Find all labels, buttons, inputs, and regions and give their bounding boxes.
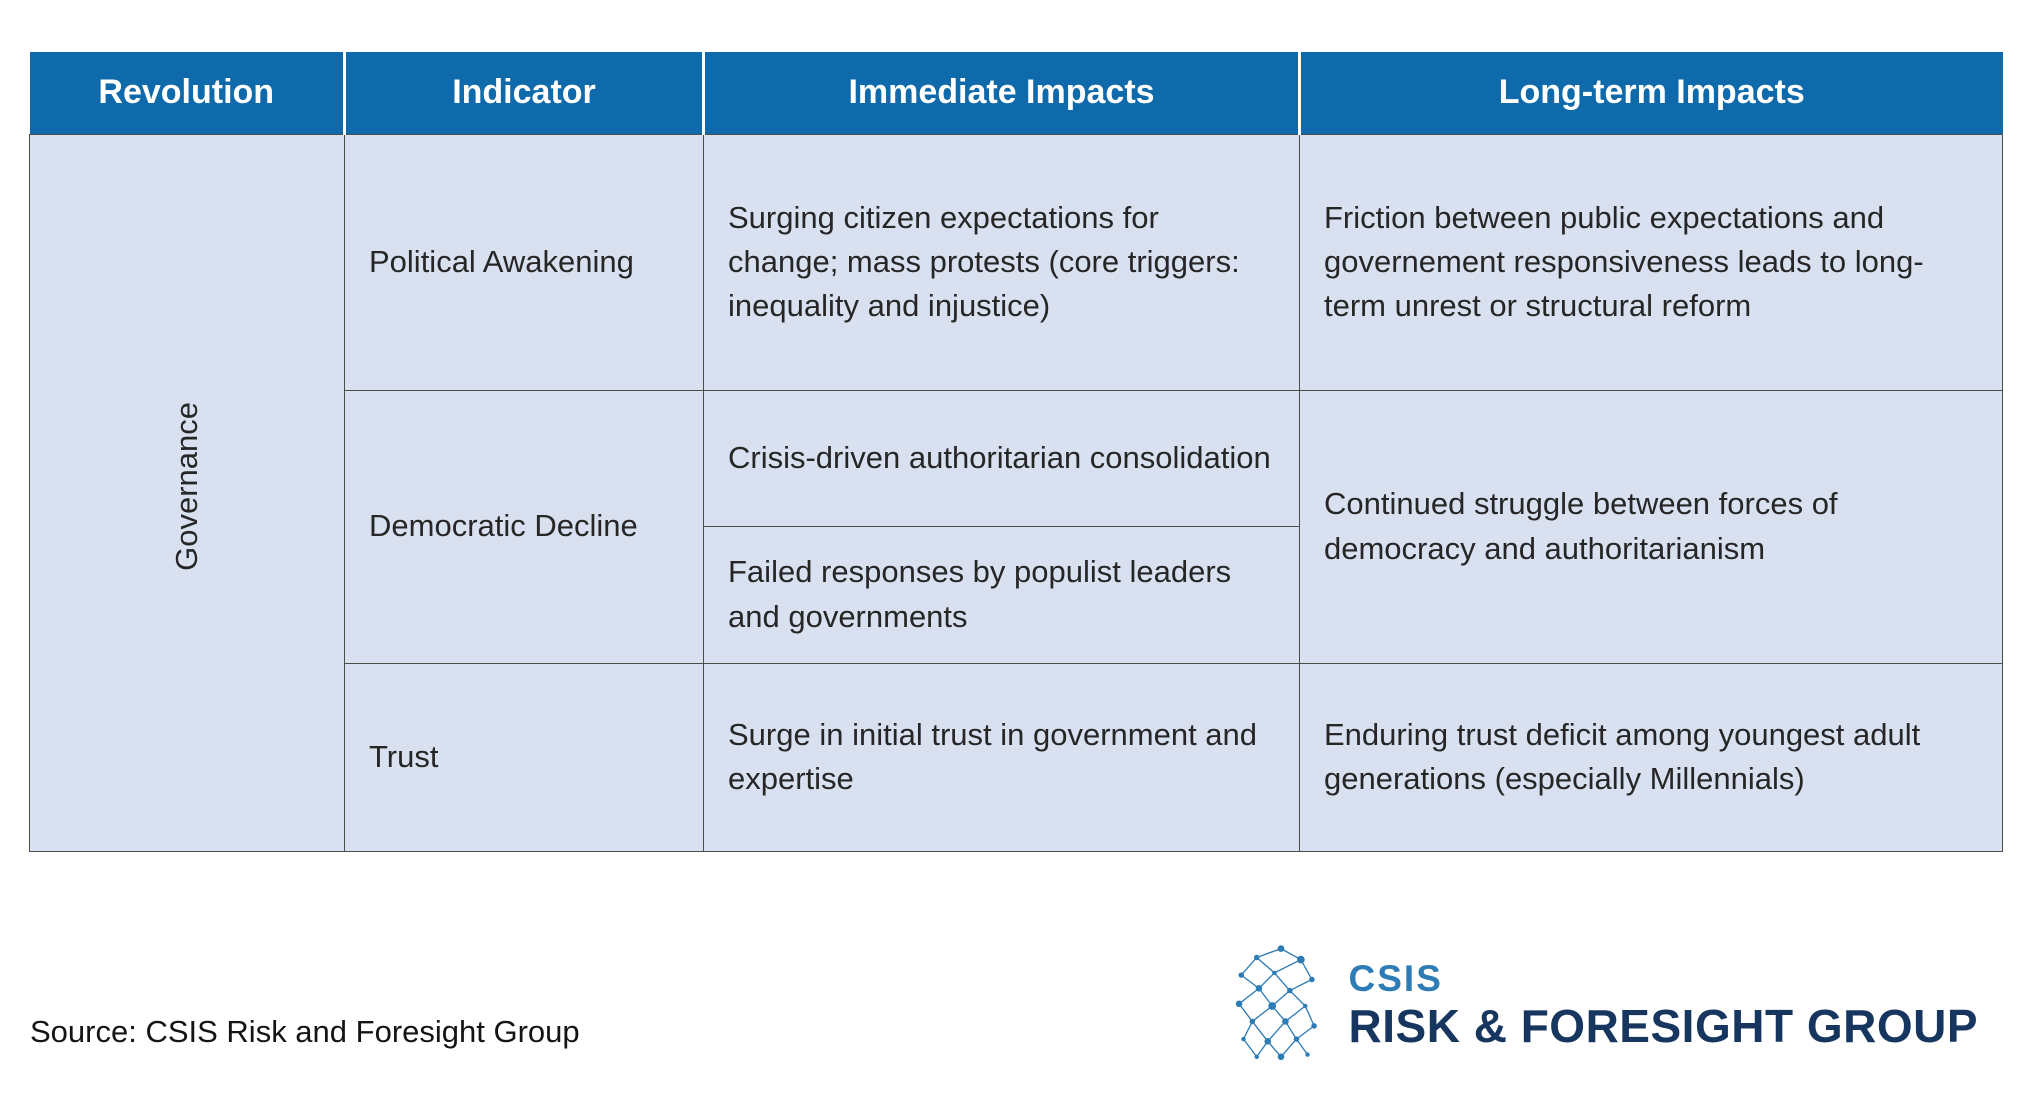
logo-group-name: RISK & FORESIGHT GROUP [1348,999,1978,1052]
cell-revolution-governance: Governance [29,133,345,852]
column-header-revolution: Revolution [29,52,345,134]
cell-indicator-political-awakening: Political Awakening [344,133,704,391]
column-header-long-term-impacts: Long-term Impacts [1298,52,2003,134]
logo-org-name: CSIS [1348,958,1443,1000]
cell-indicator-democratic-decline: Democratic Decline [344,389,704,664]
cell-immediate-political-awakening: Surging citizen expectations for change;… [703,133,1300,391]
column-header-indicator: Indicator [343,52,704,134]
table-row: Governance Political Awakening Surging c… [29,133,2003,852]
governance-label: Governance [168,402,204,571]
cell-longterm-trust: Enduring trust deficit among youngest ad… [1299,662,2003,852]
cell-immediate-democratic-decline-b: Failed responses by populist leaders and… [703,525,1300,664]
cell-longterm-political-awakening: Friction between public expectations and… [1299,133,2003,391]
cell-immediate-democratic-decline-a: Crisis-driven authoritarian consolidatio… [703,389,1300,527]
source-attribution: Source: CSIS Risk and Foresight Group [30,1014,580,1049]
cell-indicator-trust: Trust [344,662,704,852]
table-row: Trust Surge in initial trust in governme… [30,662,2003,852]
column-header-immediate-impacts: Immediate Impacts [702,52,1300,134]
table-row: Democratic Decline Crisis-driven authori… [30,389,2003,664]
cell-longterm-democratic-decline: Continued struggle between forces of dem… [1299,389,2003,664]
cell-immediate-trust: Surge in initial trust in government and… [703,662,1300,852]
logo-text-block: CSIS RISK & FORESIGHT GROUP [1349,959,1978,1053]
header-row: Revolution Indicator Immediate Impacts L… [29,52,2003,134]
impact-table: Revolution Indicator Immediate Impacts L… [29,52,2003,852]
csis-risk-foresight-logo: CSIS RISK & FORESIGHT GROUP [1229,942,1978,1070]
csis-network-icon [1229,942,1333,1070]
